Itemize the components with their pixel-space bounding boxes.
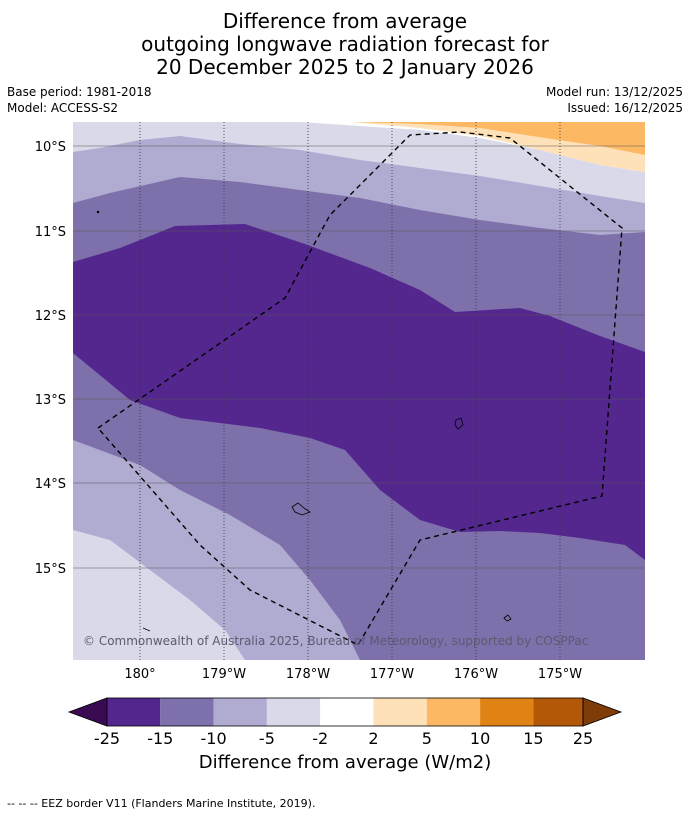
island-futuna: [291, 502, 311, 516]
lon-label: 179°W: [202, 667, 246, 682]
lon-label: 176°W: [454, 667, 498, 682]
copyright-text: © Commonwealth of Australia 2025, Bureau…: [83, 634, 588, 648]
island-wallis: [454, 417, 464, 430]
island-small-se: [503, 614, 512, 622]
eez-border: [96, 131, 623, 646]
colorbar-tick: -2: [312, 729, 328, 748]
colorbar-segment: [213, 698, 267, 726]
lat-axis: 10°S 11°S 12°S 13°S 14°S 15°S: [35, 140, 66, 577]
colorbar-tick: 5: [422, 729, 432, 748]
title-line-2: outgoing longwave radiation forecast for: [141, 32, 549, 56]
eez-footnote: -- -- -- EEZ border V11 (Flanders Marine…: [7, 797, 316, 810]
base-period: Base period: 1981-2018: [7, 85, 152, 99]
colorbar-segment: [320, 698, 374, 726]
lon-label: 177°W: [370, 667, 414, 682]
lon-label: 175°W: [538, 667, 582, 682]
colorbar-extend-low: [67, 697, 108, 727]
colorbar-tick: 25: [573, 729, 593, 748]
title-line-3: 20 December 2025 to 2 January 2026: [156, 55, 534, 79]
colorbar-segment: [373, 698, 427, 726]
model-run: Model run: 13/12/2025: [545, 85, 683, 99]
title-line-1: Difference from average: [222, 9, 468, 33]
colorbar-outline: [106, 697, 584, 727]
colorbar-segment: [160, 698, 214, 726]
issued-date: Issued: 16/12/2025: [567, 101, 683, 115]
lat-label: 14°S: [35, 477, 66, 492]
colorbar-tick: -5: [259, 729, 275, 748]
model-name: Model: ACCESS-S2: [7, 101, 119, 115]
lon-label: 180°: [124, 667, 155, 682]
colorbar-tick: 10: [470, 729, 490, 748]
islands: [96, 210, 512, 632]
colorbar-segment: [533, 698, 583, 726]
colorbar-segment: [426, 698, 481, 726]
map-figure: 10°S 11°S 12°S 13°S 14°S 15°S 180° 179°W…: [35, 122, 645, 748]
lat-gridlines: [73, 145, 645, 569]
contour-fill: [73, 122, 645, 660]
island-nw-dot: [96, 210, 100, 214]
colorbar-segment: [107, 698, 161, 726]
colorbar: -25 -15 -10 -5 -2 2 5 10 15 25: [67, 697, 623, 748]
lat-label: 11°S: [35, 225, 66, 240]
band-minus25-minus15: [73, 224, 645, 560]
colorbar-tick: -15: [147, 729, 173, 748]
colorbar-label: Difference from average (W/m2): [198, 752, 492, 773]
lon-label: 178°W: [286, 667, 330, 682]
lat-label: 13°S: [35, 393, 66, 408]
island-small-sw: [142, 627, 151, 632]
lat-label: 15°S: [35, 562, 66, 577]
colorbar-tick: -25: [94, 729, 120, 748]
colorbar-extend-high: [582, 697, 623, 727]
lat-label: 10°S: [35, 140, 66, 155]
lon-axis: 180° 179°W 178°W 177°W 176°W 175°W: [124, 667, 582, 682]
colorbar-tick: 2: [368, 729, 378, 748]
colorbar-tick: 15: [523, 729, 543, 748]
band-5-10: [355, 122, 645, 155]
colorbar-segment: [266, 698, 321, 726]
colorbar-tick: -10: [201, 729, 227, 748]
band-minus5-minus2-sw: [73, 530, 245, 660]
colorbar-segment: [480, 698, 534, 726]
lat-label: 12°S: [35, 309, 66, 324]
